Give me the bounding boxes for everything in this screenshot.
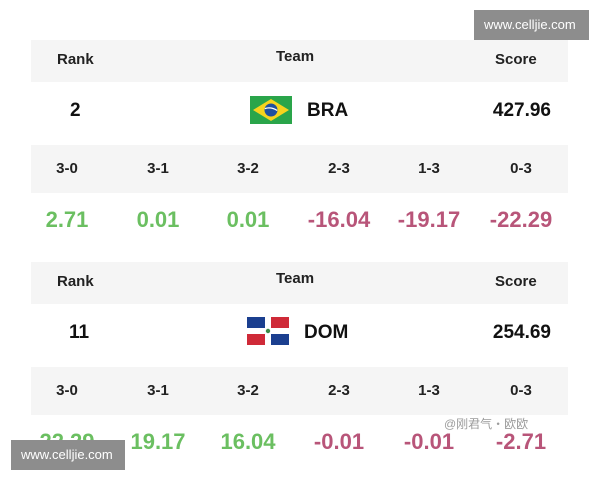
brazil-flag-icon xyxy=(250,96,292,124)
team-header: Team xyxy=(276,270,315,287)
score-header: Score xyxy=(495,51,537,68)
rank-value: 11 xyxy=(69,322,90,343)
team-card-dom: Rank Team Score 11 DOM 254.69 3-0 3-1 3-… xyxy=(31,262,568,480)
result-value: -0.01 xyxy=(313,429,365,454)
team-code: BRA xyxy=(307,100,349,121)
result-value: 0.01 xyxy=(226,207,270,232)
result-value: 2.71 xyxy=(45,207,89,232)
result-label: 3-0 xyxy=(56,382,78,399)
result-value: 19.17 xyxy=(130,429,186,454)
site-watermark-bottom: www.celljie.com xyxy=(11,440,125,470)
score-header: Score xyxy=(495,273,537,290)
team-header: Team xyxy=(276,48,315,65)
team-code: DOM xyxy=(304,322,349,343)
result-label: 3-2 xyxy=(237,160,259,177)
result-value: -16.04 xyxy=(307,207,371,232)
result-label: 3-2 xyxy=(237,382,259,399)
team-card-bra: Rank Team Score 2 BRA 427.96 3-0 3-1 3-2… xyxy=(31,40,568,240)
result-value: -19.17 xyxy=(397,207,461,232)
result-label: 2-3 xyxy=(328,160,350,177)
site-watermark-top: www.celljie.com xyxy=(474,10,589,40)
results-band xyxy=(31,367,568,415)
result-label: 2-3 xyxy=(328,382,350,399)
result-label: 1-3 xyxy=(418,382,440,399)
rank-header: Rank xyxy=(57,273,94,290)
result-value: 16.04 xyxy=(220,429,276,454)
dominican-republic-flag-icon xyxy=(247,317,289,345)
header-band xyxy=(31,262,568,304)
score-value: 427.96 xyxy=(492,100,551,121)
results-band xyxy=(31,145,568,193)
result-label: 3-0 xyxy=(56,160,78,177)
result-value: -2.71 xyxy=(495,429,547,454)
result-label: 0-3 xyxy=(510,382,532,399)
header-band xyxy=(31,40,568,82)
result-label: 3-1 xyxy=(147,382,169,399)
source-watermark: @刚君气・欧欧 xyxy=(444,417,529,431)
result-label: 0-3 xyxy=(510,160,532,177)
result-value: -0.01 xyxy=(403,429,455,454)
score-value: 254.69 xyxy=(492,322,551,343)
rank-value: 2 xyxy=(70,100,81,121)
result-label: 3-1 xyxy=(147,160,169,177)
result-value: 0.01 xyxy=(136,207,180,232)
rank-header: Rank xyxy=(57,51,94,68)
result-label: 1-3 xyxy=(418,160,440,177)
result-value: -22.29 xyxy=(489,207,553,232)
